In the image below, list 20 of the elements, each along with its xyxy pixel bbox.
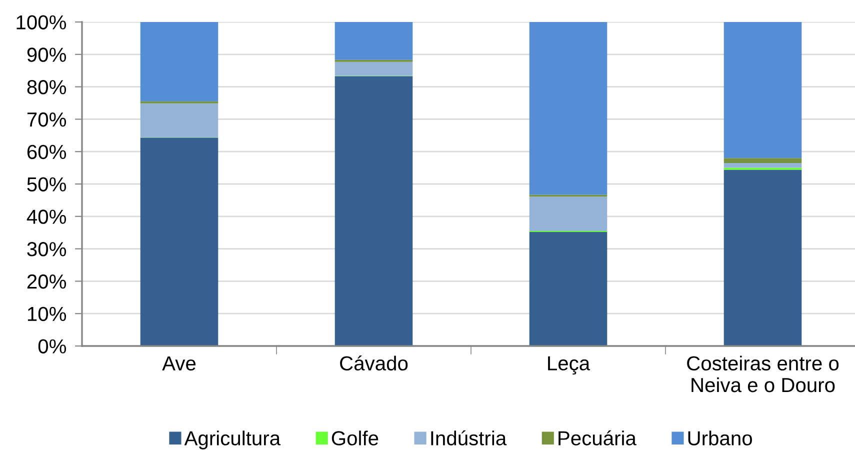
legend-label: Urbano (688, 430, 752, 446)
y-tick-label: 100% (16, 15, 66, 30)
y-tick-label: 10% (28, 306, 66, 322)
legend-label: Golfe (332, 430, 378, 446)
y-tick-label: 60% (27, 144, 66, 160)
y-tick-label: 80% (27, 80, 66, 94)
y-tick-label: 0% (38, 339, 66, 354)
legend-label: Agricultura (184, 430, 281, 450)
y-tick-label: 20% (27, 274, 66, 289)
y-tick-label: 30% (27, 242, 66, 256)
y-tick-label: 70% (27, 112, 66, 127)
x-tick-label: Leça (548, 356, 590, 374)
x-tick-label: Ave (162, 356, 196, 371)
y-tick-label: 40% (26, 210, 66, 224)
legend-label: Indústria (431, 430, 507, 446)
y-tick-label: 90% (27, 48, 66, 62)
x-tick-label: Costeiras entre o Neiva e o Douro (687, 356, 839, 392)
y-tick-label: 50% (27, 177, 66, 192)
x-tick-label: Cávado (340, 355, 408, 371)
legend-label: Pecuária (558, 430, 636, 446)
